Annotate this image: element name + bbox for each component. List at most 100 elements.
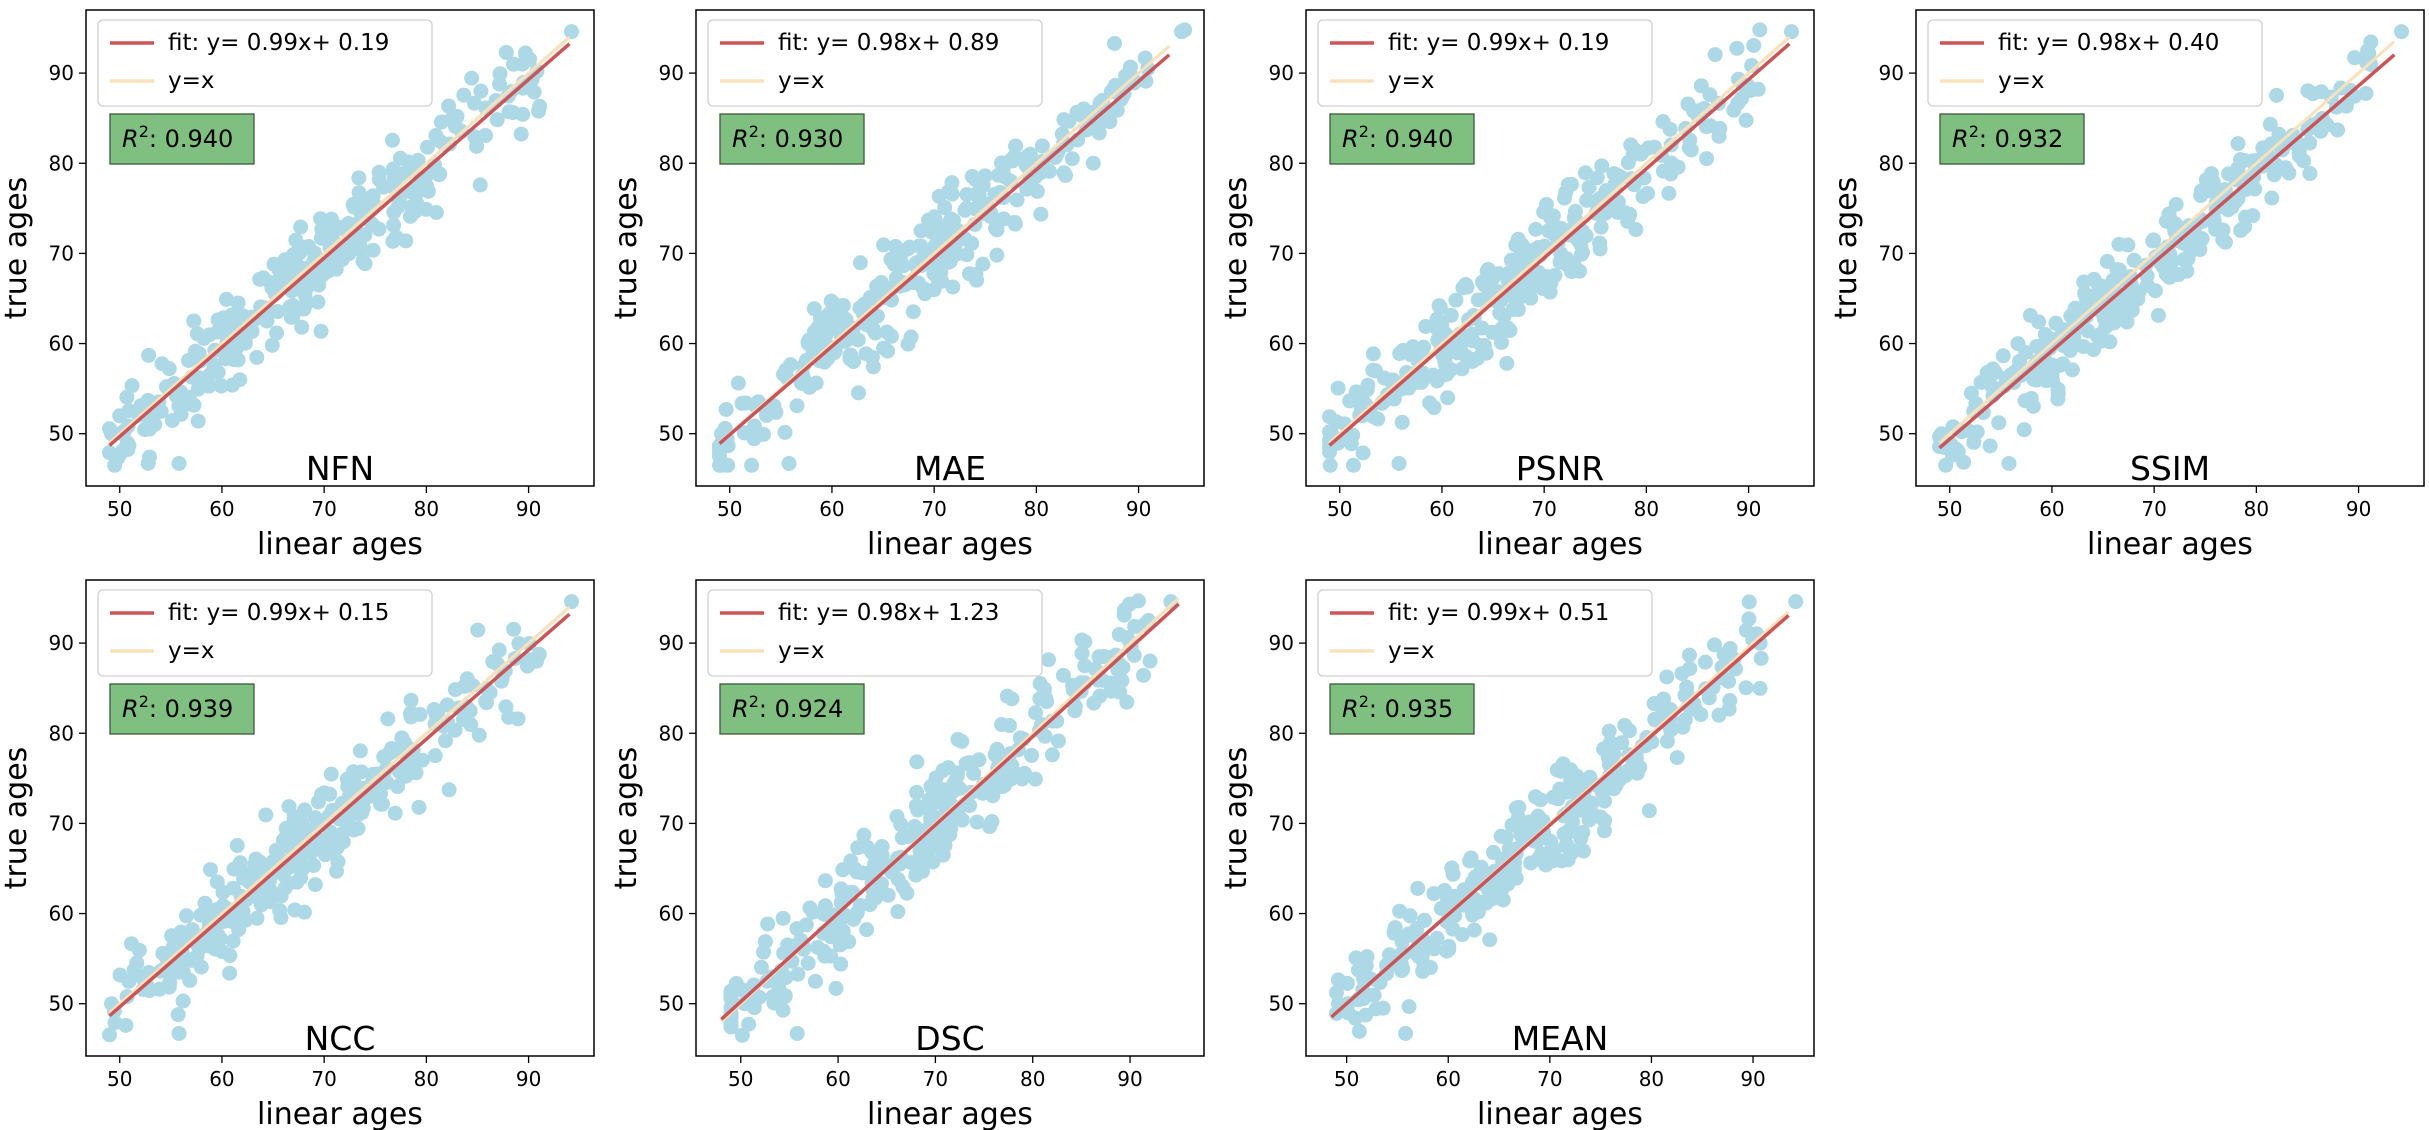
data-point — [1683, 142, 1699, 158]
r2-symbol: R — [732, 695, 749, 723]
data-point — [164, 412, 180, 428]
r2-text: R2: 0.939 — [122, 692, 233, 723]
fit-line — [1938, 53, 2396, 450]
plot-area — [102, 24, 580, 473]
data-point — [313, 230, 329, 246]
data-point — [1575, 824, 1591, 840]
r2-text: R2: 0.940 — [1342, 122, 1453, 153]
data-point — [1432, 299, 1448, 315]
data-point — [513, 126, 529, 142]
data-point — [860, 865, 876, 881]
data-point — [1463, 850, 1479, 866]
data-point — [213, 377, 229, 393]
r2-superscript: 2 — [1969, 122, 1979, 141]
data-point — [478, 128, 494, 144]
data-point — [269, 325, 285, 341]
data-point — [1980, 364, 1996, 380]
data-point — [489, 112, 505, 128]
data-point — [197, 895, 213, 911]
data-point — [1594, 158, 1610, 174]
data-point — [828, 980, 844, 996]
data-point — [345, 764, 361, 780]
data-point — [388, 229, 404, 245]
r2-value: : 0.940 — [149, 125, 233, 153]
plot-area — [712, 22, 1193, 473]
data-point — [222, 965, 238, 981]
legend-box — [97, 19, 433, 107]
data-point — [1102, 114, 1118, 130]
data-point — [2029, 338, 2045, 354]
r2-symbol: R — [1342, 695, 1359, 723]
data-point — [371, 171, 387, 187]
legend-box — [97, 589, 433, 677]
data-point — [2302, 135, 2318, 151]
data-point — [865, 320, 881, 336]
data-point — [1564, 843, 1580, 859]
data-point — [2038, 373, 2054, 389]
fit-line — [108, 612, 571, 1018]
x-tick-label: 80 — [2244, 497, 2269, 521]
data-point — [1617, 717, 1633, 733]
data-point — [775, 910, 791, 926]
data-point — [288, 232, 304, 248]
data-point — [307, 877, 323, 893]
data-point — [753, 959, 769, 975]
data-point — [447, 682, 463, 698]
x-tick-label: 90 — [1740, 1067, 1765, 1091]
legend-identity-label: y=x — [1388, 638, 1435, 664]
data-point — [186, 313, 202, 329]
data-point — [1726, 102, 1742, 118]
data-point — [191, 346, 207, 362]
legend-box — [1317, 589, 1653, 677]
data-point — [456, 87, 472, 103]
fit-line — [1328, 42, 1791, 447]
data-point — [170, 1007, 186, 1023]
x-tick-label: 80 — [1020, 1067, 1045, 1091]
data-point — [2264, 190, 2280, 206]
plot-area — [1328, 594, 1804, 1041]
data-point — [1116, 602, 1132, 618]
data-point — [270, 304, 286, 320]
legend-identity-label: y=x — [168, 68, 215, 94]
data-point — [969, 814, 985, 830]
panel-title: NFN — [306, 449, 374, 488]
data-point — [949, 768, 965, 784]
data-point — [1454, 361, 1470, 377]
data-point — [1521, 814, 1537, 830]
data-point — [834, 926, 850, 942]
data-point — [756, 426, 772, 442]
data-point — [1556, 826, 1572, 842]
x-tick-label: 80 — [1024, 497, 1049, 521]
data-point — [313, 211, 329, 227]
x-tick-label: 70 — [1537, 1067, 1562, 1091]
data-point — [1711, 128, 1727, 144]
data-point — [222, 948, 238, 964]
data-point — [1415, 365, 1431, 381]
data-point — [1448, 292, 1464, 308]
x-tick-label: 50 — [1327, 497, 1352, 521]
data-point — [1342, 393, 1358, 409]
data-point — [115, 443, 131, 459]
data-point — [1620, 155, 1636, 171]
fit-line — [108, 42, 571, 447]
data-point — [740, 984, 756, 1000]
data-point — [492, 66, 508, 82]
data-point — [181, 352, 197, 368]
data-point — [141, 347, 157, 363]
data-point — [297, 802, 313, 818]
data-point — [1050, 733, 1066, 749]
data-point — [1137, 50, 1153, 66]
data-point — [925, 854, 941, 870]
data-point — [1647, 711, 1663, 727]
y-tick-label: 70 — [1269, 811, 1294, 835]
y-axis-label: true ages — [1219, 177, 1254, 320]
data-point — [171, 455, 187, 471]
data-point — [231, 921, 247, 937]
data-point — [408, 185, 424, 201]
data-point — [800, 955, 816, 971]
y-tick-label: 60 — [659, 332, 684, 356]
data-point — [124, 378, 140, 394]
y-axis-label: true ages — [0, 747, 34, 890]
data-point — [2224, 199, 2240, 215]
data-point — [744, 457, 760, 473]
